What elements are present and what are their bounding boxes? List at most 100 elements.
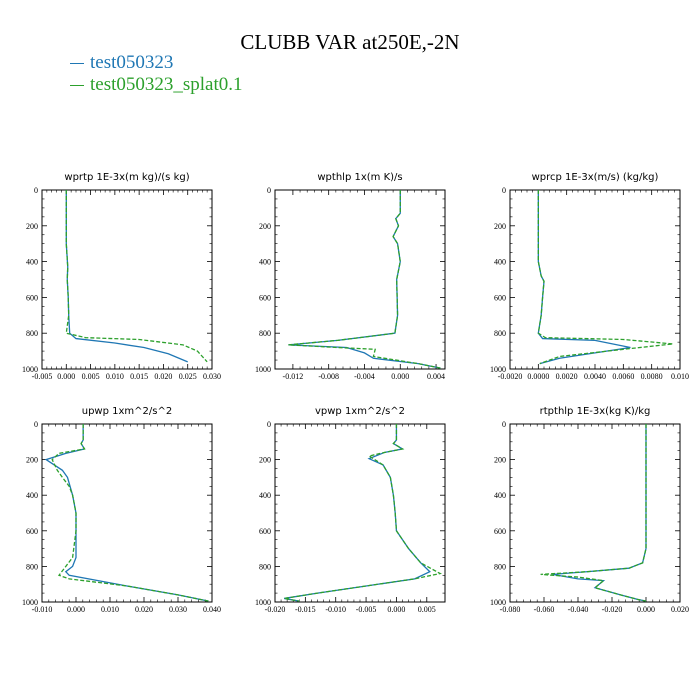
- legend-swatch-1: [70, 63, 84, 65]
- x-tick-label: -0.020: [602, 605, 623, 614]
- plot-frame: [274, 189, 446, 370]
- series-line-1: [283, 424, 431, 602]
- y-tick-label: 800: [494, 562, 506, 571]
- y-tick-label: 600: [494, 293, 506, 302]
- y-tick-label: 0: [267, 420, 271, 429]
- panel-title: vpwp 1xm^2/s^2: [315, 406, 405, 417]
- legend-swatch-2: [70, 85, 84, 87]
- plot-frame: [509, 189, 681, 370]
- series-line-2: [283, 424, 442, 602]
- y-tick-label: 400: [259, 258, 271, 267]
- y-tick-label: 800: [26, 562, 38, 571]
- x-tick-label: 0.000: [391, 372, 409, 381]
- y-tick-label: 1000: [490, 598, 506, 607]
- plot-frame: [41, 423, 213, 603]
- x-tick-label: 0.0080: [641, 372, 663, 381]
- x-tick-label: 0.000: [387, 605, 405, 614]
- plot-frame: [274, 423, 446, 603]
- y-tick-label: 200: [494, 456, 506, 465]
- panel-title: upwp 1xm^2/s^2: [82, 406, 172, 417]
- y-tick-label: 1000: [255, 598, 271, 607]
- y-tick-label: 600: [494, 527, 506, 536]
- y-tick-label: 800: [259, 329, 271, 338]
- legend: test050323 test050323_splat0.1: [70, 52, 243, 96]
- y-tick-label: 800: [26, 329, 38, 338]
- y-tick-label: 400: [26, 491, 38, 500]
- y-tick-label: 1000: [22, 598, 38, 607]
- x-tick-label: 0.020: [671, 605, 689, 614]
- panel-4: upwp 1xm^2/s^2 -0.010 0.000 0.010 0.020 0.030…: [22, 406, 221, 614]
- x-tick-label: 0.000: [637, 605, 655, 614]
- x-tick-label: 0.0020: [556, 372, 578, 381]
- panel-title: rtpthlp 1E-3x(kg K)/kg: [540, 406, 651, 417]
- figure-title: CLUBB VAR at250E,-2N: [240, 30, 460, 54]
- x-tick-label: 0.010: [101, 605, 119, 614]
- panel-6: rtpthlp 1E-3x(kg K)/kg -0.080 -0.060 -0.040…: [490, 406, 689, 614]
- x-tick-label: -0.080: [500, 605, 521, 614]
- plot-frame: [509, 423, 681, 603]
- y-tick-label: 200: [494, 222, 506, 231]
- series-line-2: [65, 190, 208, 363]
- y-tick-label: 400: [259, 491, 271, 500]
- x-tick-label: 0.040: [203, 605, 221, 614]
- panel-1: wprtp 1E-3x(m kg)/(s kg) -0.005 0.000 0.005…: [22, 172, 221, 381]
- x-tick-label: 0.004: [427, 372, 445, 381]
- x-tick-label: 0.000: [57, 372, 75, 381]
- y-tick-label: 600: [26, 293, 38, 302]
- x-tick-label: -0.060: [534, 605, 555, 614]
- panel-title: wprtp 1E-3x(m kg)/(s kg): [64, 172, 189, 183]
- y-tick-label: 600: [259, 527, 271, 536]
- x-tick-label: -0.0020: [498, 372, 523, 381]
- series-line-2: [537, 190, 673, 365]
- legend-item-2: test050323_splat0.1: [70, 74, 243, 96]
- series-line-2: [288, 190, 441, 369]
- x-tick-label: -0.004: [354, 372, 375, 381]
- x-tick-label: 0.015: [130, 372, 148, 381]
- legend-label-1: test050323: [90, 52, 174, 73]
- x-tick-label: -0.010: [32, 605, 53, 614]
- y-tick-label: 600: [259, 293, 271, 302]
- x-tick-label: 0.020: [135, 605, 153, 614]
- panel-5: vpwp 1xm^2/s^2 -0.020 -0.015 -0.010 -0.005 0.…: [255, 406, 446, 614]
- x-tick-label: 0.030: [169, 605, 187, 614]
- y-tick-label: 200: [26, 222, 38, 231]
- y-tick-label: 0: [34, 420, 38, 429]
- y-tick-label: 0: [34, 186, 38, 195]
- series-line-1: [44, 424, 209, 602]
- y-tick-label: 1000: [255, 365, 271, 374]
- x-tick-label: 0.010: [671, 372, 689, 381]
- x-tick-label: 0.005: [418, 605, 436, 614]
- y-tick-label: 400: [494, 258, 506, 267]
- y-tick-label: 400: [494, 491, 506, 500]
- panel-title: wprcp 1E-3x(m/s) (kg/kg): [532, 172, 659, 183]
- series-line-2: [51, 424, 209, 602]
- x-tick-label: 0.030: [203, 372, 221, 381]
- y-tick-label: 800: [494, 329, 506, 338]
- x-tick-label: 0.0000: [527, 372, 549, 381]
- x-tick-label: -0.005: [32, 372, 53, 381]
- y-tick-label: 0: [502, 420, 506, 429]
- panel-title: wpthlp 1x(m K)/s: [317, 172, 402, 183]
- x-tick-label: 0.010: [106, 372, 124, 381]
- y-tick-label: 800: [259, 562, 271, 571]
- series-line-1: [552, 424, 647, 602]
- x-tick-label: -0.015: [295, 605, 316, 614]
- x-tick-label: -0.040: [568, 605, 589, 614]
- panel-2: wpthlp 1x(m K)/s -0.012 -0.008 -0.004 0.000 0…: [255, 172, 446, 381]
- y-tick-label: 200: [259, 222, 271, 231]
- x-tick-label: 0.000: [67, 605, 85, 614]
- x-tick-label: -0.010: [325, 605, 346, 614]
- series-line-1: [288, 190, 441, 369]
- y-tick-label: 400: [26, 258, 38, 267]
- legend-label-2: test050323_splat0.1: [90, 74, 243, 95]
- x-tick-label: -0.012: [283, 372, 304, 381]
- y-tick-label: 0: [267, 186, 271, 195]
- y-tick-label: 200: [259, 456, 271, 465]
- x-tick-label: -0.005: [356, 605, 377, 614]
- y-tick-label: 200: [26, 456, 38, 465]
- x-tick-label: 0.025: [179, 372, 197, 381]
- x-tick-label: -0.020: [265, 605, 286, 614]
- legend-item-1: test050323: [70, 52, 243, 74]
- series-line-1: [65, 190, 188, 363]
- x-tick-label: 0.0040: [584, 372, 606, 381]
